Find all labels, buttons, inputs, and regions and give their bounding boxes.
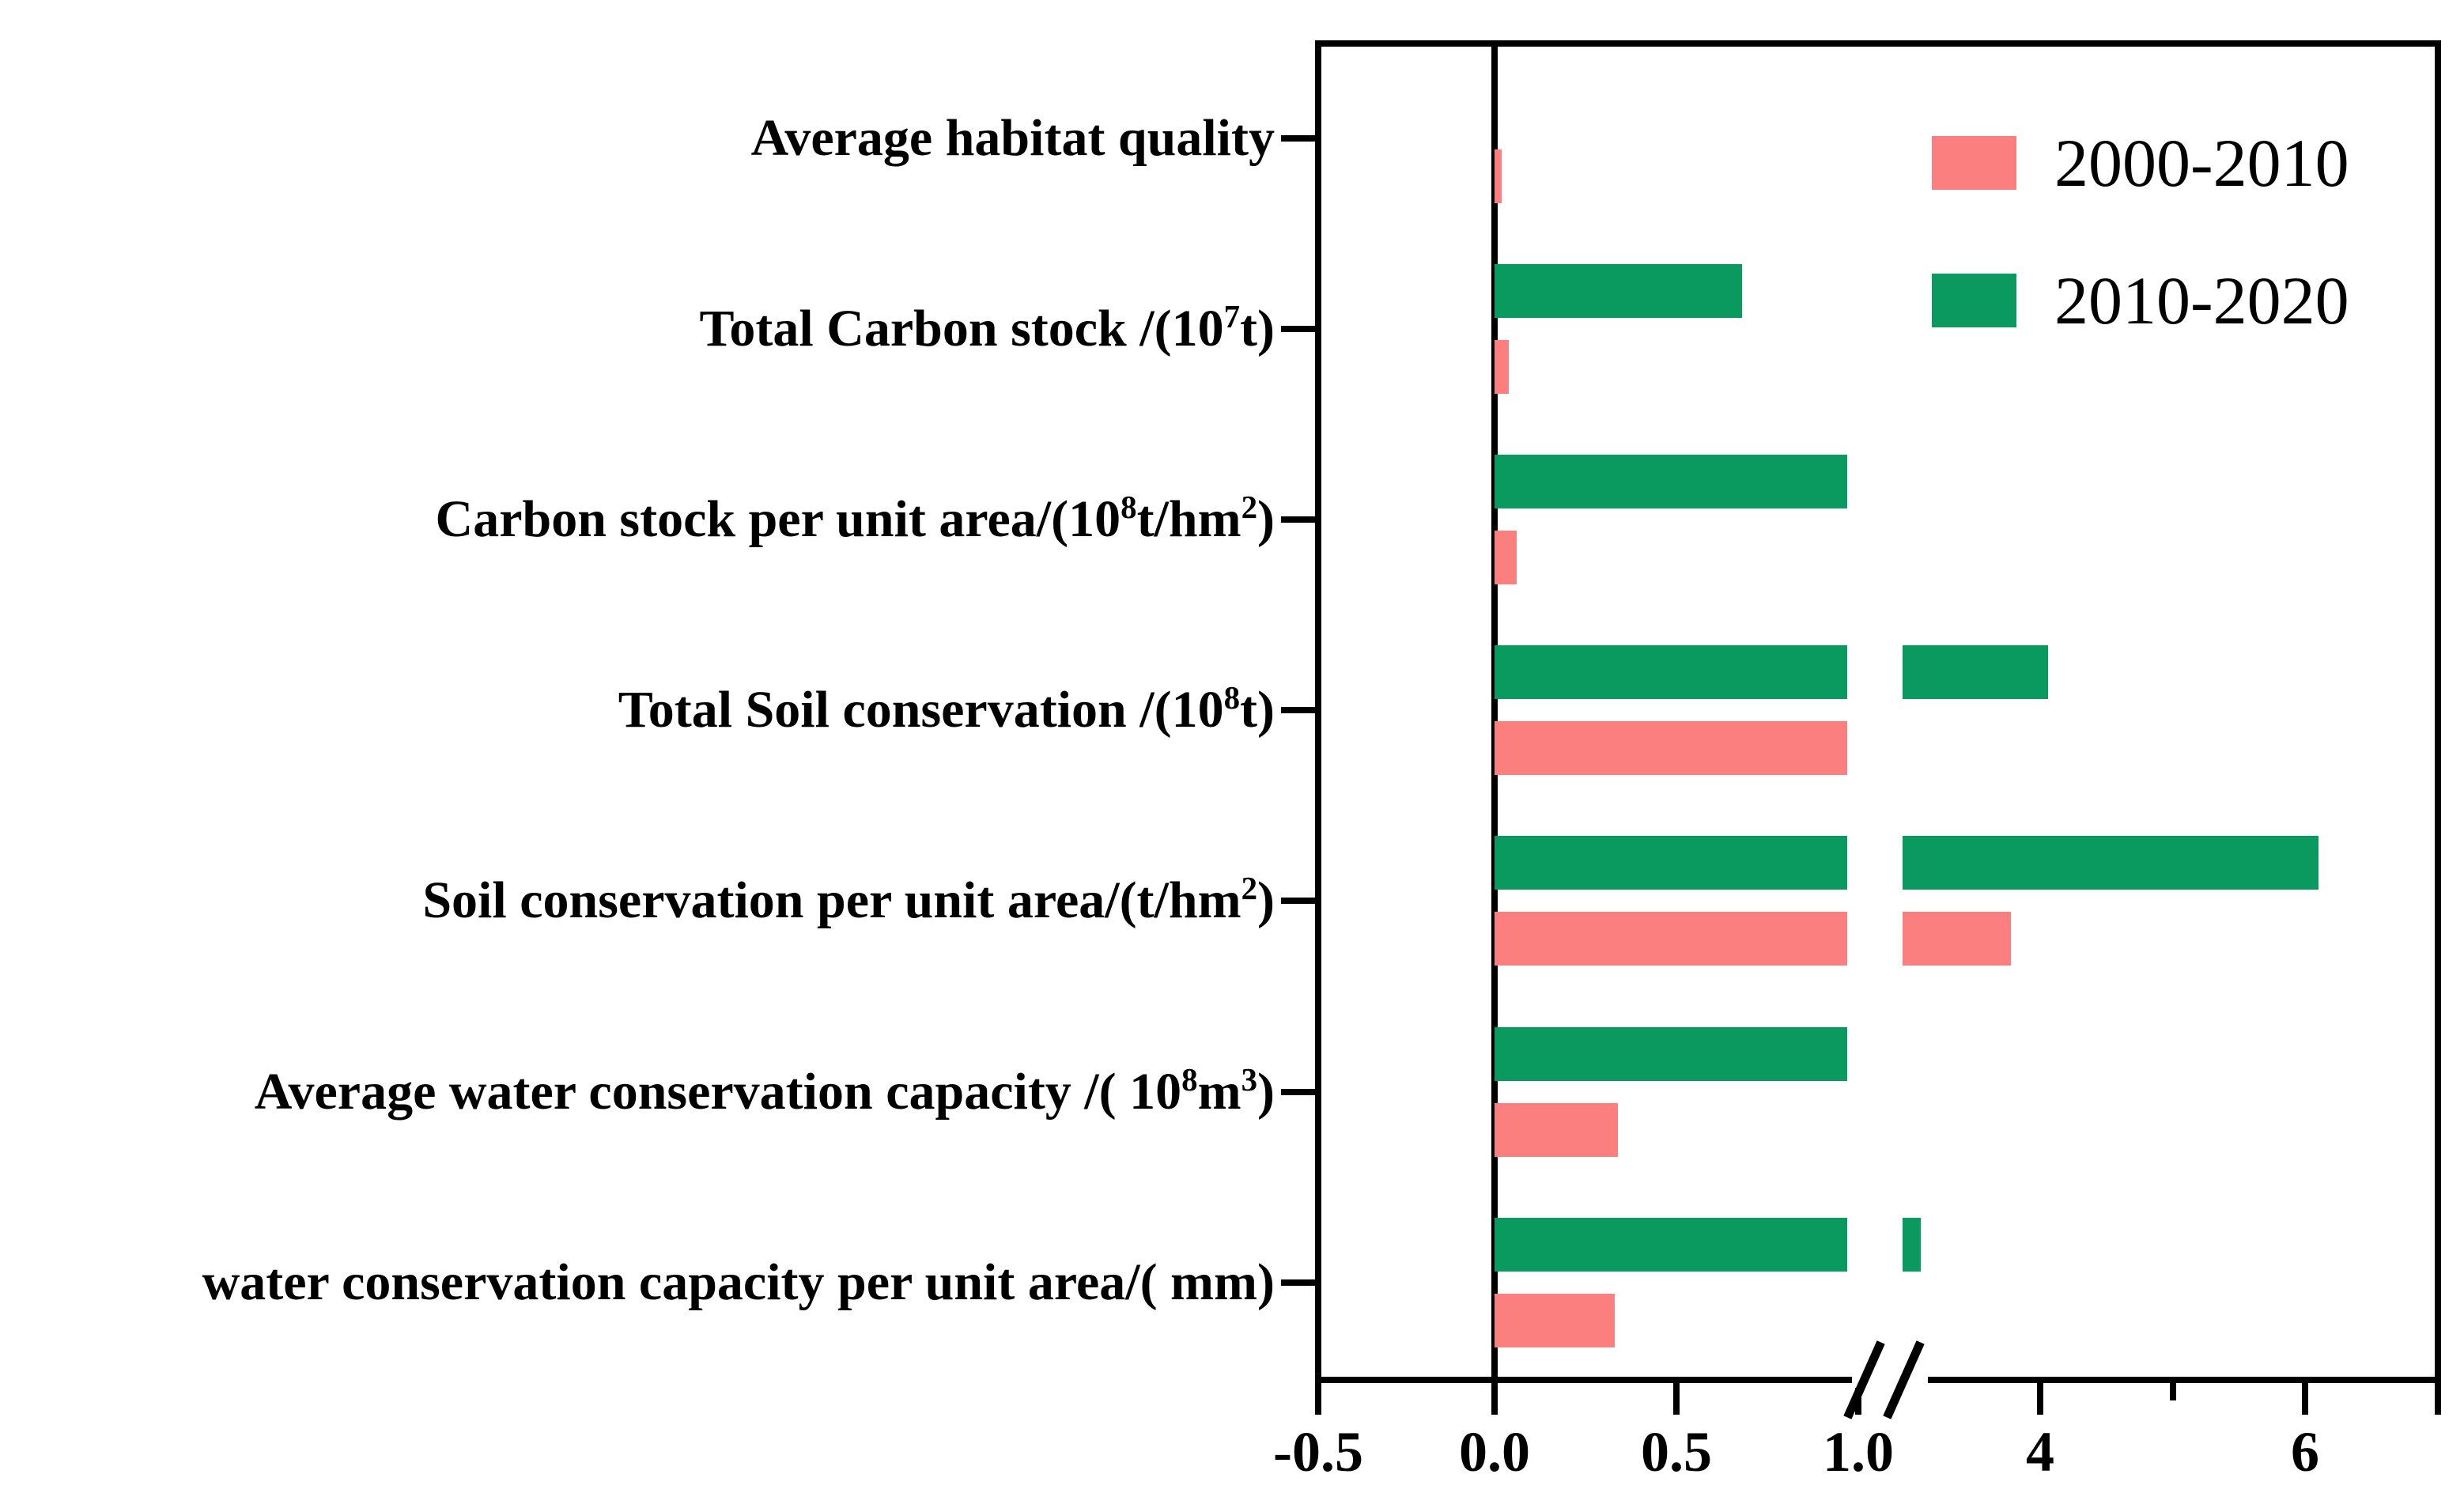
x-axis-tick (1491, 1383, 1498, 1415)
legend-entry-2000-2010: 2000-2010 (1932, 129, 2349, 197)
bar-segment-2010-2020 (1903, 645, 2049, 700)
x-axis-tick-label: 1.0 (1823, 1420, 1894, 1483)
category-label: Total Carbon stock /(107t) (699, 299, 1275, 358)
bar-segment-2000-2010 (1903, 912, 2012, 966)
x-axis-tick-label: 0.5 (1641, 1420, 1712, 1483)
category-tick (1281, 1279, 1317, 1286)
x-axis-tick-label: 6 (2291, 1420, 2319, 1483)
plot-frame (1315, 40, 2441, 1383)
bar-segment-2010-2020 (1495, 1217, 1847, 1272)
bar-segment-2010-2020 (1495, 455, 1847, 509)
x-axis-tick (1673, 1383, 1680, 1415)
category-tick (1281, 516, 1317, 523)
bar-segment-2000-2010 (1495, 340, 1510, 395)
bar-segment-2010-2020 (1903, 1217, 1922, 1272)
category-tick (1281, 898, 1317, 905)
x-axis-tick (1315, 1383, 1321, 1415)
category-label: Soil conservation per unit area/(t/hm2) (422, 871, 1275, 930)
x-axis-tick (2434, 1383, 2441, 1415)
legend-entry-2010-2020: 2010-2020 (1932, 266, 2349, 334)
x-axis-tick (2302, 1383, 2308, 1415)
zero-axis-line (1491, 47, 1498, 1377)
category-label: Carbon stock per unit area/(108t/hm2) (435, 489, 1275, 549)
x-axis-tick (2169, 1383, 2176, 1400)
bar-segment-2010-2020 (1903, 836, 2319, 890)
legend-label-2010-2020: 2010-2020 (2054, 263, 2349, 338)
bar-segment-2010-2020 (1495, 1026, 1847, 1081)
x-axis-tick-label: -0.5 (1273, 1420, 1363, 1483)
legend-swatch-green (1932, 274, 2016, 327)
bar-segment-2000-2010 (1495, 721, 1847, 776)
bar-segment-2010-2020 (1495, 836, 1847, 890)
bar-segment-2000-2010 (1495, 1102, 1619, 1157)
x-axis-tick (2037, 1383, 2043, 1415)
category-label: water conservation capacity per unit are… (202, 1253, 1275, 1311)
bar-segment-2010-2020 (1495, 264, 1742, 319)
x-axis-tick-label: 4 (2026, 1420, 2054, 1483)
legend-label-2000-2010: 2000-2010 (2054, 125, 2349, 201)
x-axis-tick-label: 0.0 (1459, 1420, 1530, 1483)
category-tick (1281, 326, 1317, 333)
category-label: Average habitat quality (750, 109, 1275, 167)
category-tick (1281, 707, 1317, 714)
legend-swatch-pink (1932, 136, 2016, 190)
category-label: Average water conservation capacity /( 1… (254, 1061, 1275, 1121)
bar-segment-2000-2010 (1495, 1293, 1615, 1347)
bar-segment-2000-2010 (1495, 531, 1517, 585)
category-label: Total Soil conservation /(108t) (618, 680, 1275, 739)
bar-segment-2000-2010 (1495, 912, 1847, 966)
bar-segment-2010-2020 (1495, 645, 1847, 700)
category-tick (1281, 135, 1317, 142)
category-tick (1281, 1088, 1317, 1095)
bar-segment-2000-2010 (1495, 149, 1502, 203)
